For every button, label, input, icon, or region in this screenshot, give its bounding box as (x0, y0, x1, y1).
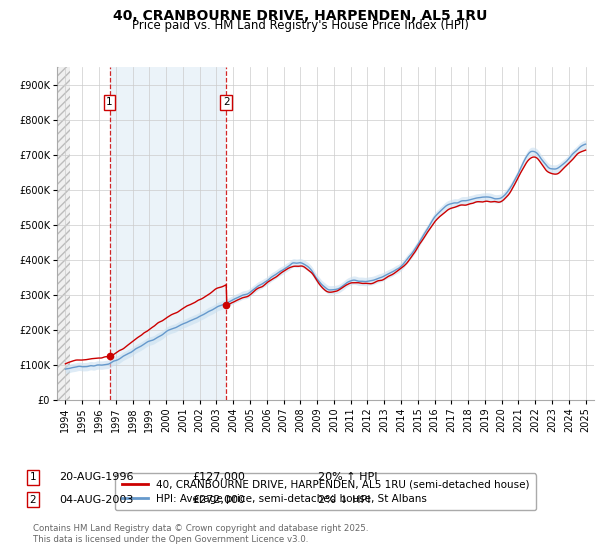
Legend: 40, CRANBOURNE DRIVE, HARPENDEN, AL5 1RU (semi-detached house), HPI: Average pri: 40, CRANBOURNE DRIVE, HARPENDEN, AL5 1RU… (115, 473, 536, 510)
Text: 2: 2 (29, 494, 37, 505)
Text: Price paid vs. HM Land Registry's House Price Index (HPI): Price paid vs. HM Land Registry's House … (131, 19, 469, 32)
Text: 1: 1 (106, 97, 113, 108)
Text: 2: 2 (223, 97, 230, 108)
Bar (110, 67, 226, 400)
Text: Contains HM Land Registry data © Crown copyright and database right 2025.
This d: Contains HM Land Registry data © Crown c… (33, 524, 368, 544)
Text: 20-AUG-1996: 20-AUG-1996 (59, 472, 133, 482)
Text: £127,000: £127,000 (192, 472, 245, 482)
Text: 1: 1 (29, 472, 37, 482)
Text: 04-AUG-2003: 04-AUG-2003 (59, 494, 133, 505)
Text: 40, CRANBOURNE DRIVE, HARPENDEN, AL5 1RU: 40, CRANBOURNE DRIVE, HARPENDEN, AL5 1RU (113, 9, 487, 23)
Text: 2% ↓ HPI: 2% ↓ HPI (318, 494, 371, 505)
Text: £272,000: £272,000 (192, 494, 245, 505)
Text: 20% ↑ HPI: 20% ↑ HPI (318, 472, 377, 482)
Bar (57, 67, 70, 400)
